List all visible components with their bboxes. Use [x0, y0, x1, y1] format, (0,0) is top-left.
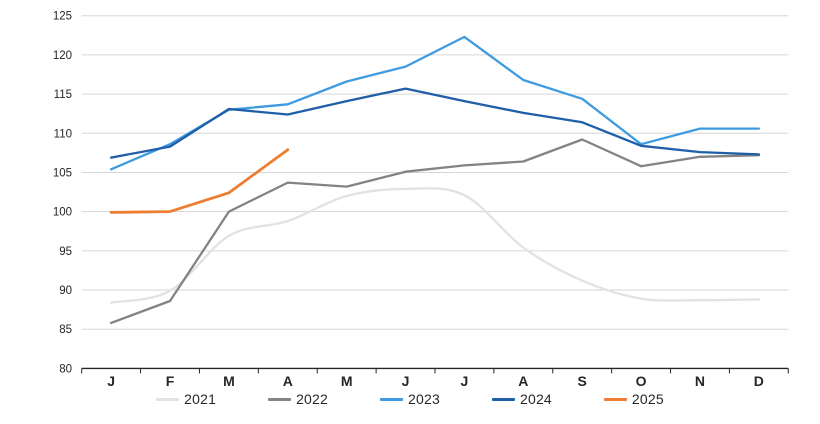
x-axis-month-label: J: [461, 373, 469, 389]
legend-line-swatch-2023: [380, 397, 404, 401]
x-axis-month-label: J: [402, 373, 410, 389]
legend-label-2023: 2023: [408, 391, 440, 407]
y-axis-tick-label: 110: [54, 128, 72, 140]
legend-item-2022: 2022: [268, 391, 328, 407]
x-axis-month-label: O: [636, 373, 647, 389]
legend-label-2022: 2022: [296, 391, 329, 407]
y-axis-tick-label: 85: [59, 324, 72, 336]
legend-label-2025: 2025: [631, 391, 664, 407]
legend-item-2021: 2021: [156, 391, 216, 407]
x-axis-month-label: S: [578, 373, 587, 389]
series-line-2021: [109, 187, 761, 304]
y-axis-tick-label: 115: [54, 89, 72, 101]
legend-line-swatch-2022: [268, 397, 292, 401]
legend-item-2025: 2025: [603, 391, 664, 407]
x-axis-month-label: A: [518, 373, 528, 389]
y-axis-tick-label: 90: [59, 285, 72, 297]
legend-line-swatch-2025: [603, 397, 627, 401]
y-axis-tick-label: 100: [53, 207, 72, 219]
series-line-2024: [109, 87, 761, 159]
legend-label-2021: 2021: [184, 391, 217, 407]
x-axis-month-label: D: [754, 373, 764, 389]
x-axis-month-label: J: [107, 373, 115, 389]
legend-label-2024: 2024: [519, 391, 552, 407]
x-axis-month-label: A: [283, 373, 293, 389]
chart-legend: 2021 2022 2023 2024 2025: [0, 391, 820, 407]
x-axis-month-label: F: [166, 373, 175, 389]
series-line-2023: [109, 35, 761, 171]
legend-item-2023: 2023: [380, 391, 440, 407]
x-axis-month-label: M: [341, 373, 353, 389]
series-line-2025: [109, 148, 290, 214]
legend-item-2024: 2024: [491, 391, 552, 407]
y-axis-tick-label: 80: [59, 363, 72, 375]
series-line-2022: [109, 138, 761, 325]
y-axis-tick-label: 105: [53, 167, 72, 179]
y-axis-tick-label: 125: [53, 11, 72, 23]
x-axis-month-label: N: [695, 373, 705, 389]
x-axis-month-label: M: [223, 373, 235, 389]
y-axis-tick-label: 95: [59, 246, 72, 258]
y-axis-tick-label: 120: [53, 50, 72, 62]
legend-line-swatch-2024: [491, 397, 515, 401]
legend-line-swatch-2021: [156, 397, 180, 401]
